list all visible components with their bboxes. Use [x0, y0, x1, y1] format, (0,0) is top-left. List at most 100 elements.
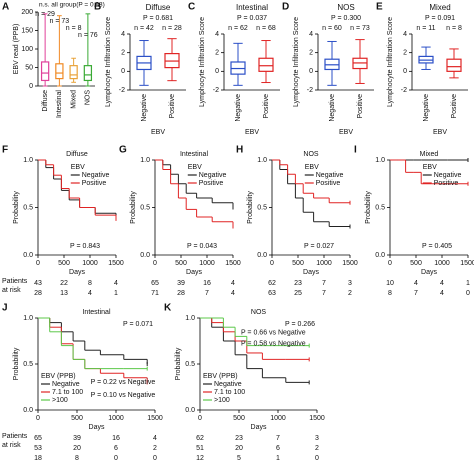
p-value: P = 0.027: [304, 243, 334, 250]
at-risk: 8: [75, 455, 79, 462]
x-tick-label: 500: [58, 260, 70, 267]
x-axis-label: Days: [251, 424, 267, 431]
at-risk: 22: [60, 280, 68, 287]
at-risk: 20: [73, 445, 81, 452]
panel-letter: A: [2, 2, 9, 13]
y-tick-label: 0.0: [257, 252, 267, 259]
at-risk: 7: [276, 435, 280, 442]
p-value: P = 0.043: [187, 243, 217, 250]
n-label: n = 73: [350, 25, 370, 32]
at-risk: 39: [73, 435, 81, 442]
y-tick-label: 1.0: [140, 157, 150, 164]
at-risk: 7: [322, 280, 326, 287]
legend-label: Negative: [52, 381, 80, 388]
p-value: P = 0.681: [143, 15, 173, 22]
y-tick-label: 0: [403, 68, 407, 75]
panel-letter: C: [188, 2, 195, 13]
at-risk: 13: [60, 290, 68, 297]
risk-label: Patients: [2, 433, 28, 440]
x-tick-label: Diffuse: [42, 90, 49, 112]
panel-title: Intestinal: [236, 3, 268, 12]
n-label: n = 8: [66, 25, 82, 32]
y-tick-label: 100: [21, 46, 33, 53]
at-risk: 18: [34, 455, 42, 462]
at-risk: 2: [315, 445, 319, 452]
panel-title: NOS: [303, 151, 319, 158]
at-risk: 62: [268, 280, 276, 287]
y-tick-label: -2: [119, 87, 125, 94]
risk-label: at risk: [2, 287, 21, 294]
at-risk: 4: [440, 290, 444, 297]
box: [446, 58, 462, 72]
x-tick-label: Negative: [423, 94, 430, 122]
p-value: P = 0.037: [237, 15, 267, 22]
y-axis-label: Probability: [130, 191, 137, 224]
x-tick-label: 1500: [309, 415, 325, 422]
n-label: n = 76: [78, 32, 98, 39]
y-tick-label: 1.0: [23, 157, 33, 164]
x-axis-label: Days: [186, 269, 202, 276]
panel-title: Intestinal: [180, 151, 208, 158]
panel-title: Mixed: [420, 151, 439, 158]
at-risk: 1: [276, 455, 280, 462]
y-axis-label: Lymphocyte Infiltration Score: [105, 17, 112, 107]
km-drop: [162, 160, 234, 227]
at-risk: 0: [315, 455, 319, 462]
at-risk: 1: [466, 280, 470, 287]
y-tick-label: 0: [309, 68, 313, 75]
n-label: n = 29: [35, 11, 55, 18]
y-axis-label: Probability: [175, 347, 182, 380]
x-tick-label: Positive: [357, 94, 364, 119]
risk-label: Patients: [2, 278, 28, 285]
x-tick-label: 0: [198, 415, 202, 422]
box: [83, 65, 93, 82]
at-risk: 63: [268, 290, 276, 297]
at-risk: 6: [114, 445, 118, 452]
at-risk: 4: [153, 435, 157, 442]
box: [40, 61, 50, 82]
x-tick-label: 1500: [147, 415, 163, 422]
at-risk: 65: [34, 435, 42, 442]
x-tick-label: Intestinal: [56, 90, 63, 118]
legend-label: >100: [52, 397, 68, 404]
at-risk: 2: [348, 290, 352, 297]
at-risk: 4: [414, 280, 418, 287]
y-tick-label: 4: [215, 31, 219, 38]
y-tick-label: 0.0: [185, 407, 195, 414]
y-axis-label: Probability: [247, 191, 254, 224]
legend-label: Negative: [214, 381, 242, 388]
p-value: P = 0.405: [422, 243, 452, 250]
x-tick-label: Mixed: [70, 90, 77, 109]
at-risk: 12: [196, 455, 204, 462]
x-tick-label: 1000: [199, 260, 215, 267]
x-tick-label: 1000: [82, 260, 98, 267]
at-risk: 7: [322, 290, 326, 297]
at-risk: 51: [196, 445, 204, 452]
p-value: P = 0.266: [285, 321, 315, 328]
x-tick-label: Negative: [141, 94, 148, 122]
y-tick-label: 0: [121, 68, 125, 75]
box: [55, 63, 64, 80]
note: P = 0.66 vs Negative: [241, 330, 306, 337]
x-tick-label: Negative: [329, 94, 336, 122]
x-tick-label: 1000: [434, 260, 450, 267]
legend-title: EBV (PPB): [41, 373, 76, 380]
y-tick-label: -2: [307, 87, 313, 94]
at-risk: 62: [196, 435, 204, 442]
panel-title: Intestinal: [82, 309, 110, 316]
legend-title: EBV: [305, 164, 319, 171]
panel-title: NOS: [337, 3, 354, 12]
y-tick-label: 2: [403, 50, 407, 57]
x-axis-label: Days: [89, 424, 105, 431]
at-risk: 28: [34, 290, 42, 297]
panel-letter: F: [2, 145, 8, 156]
km-drop: [45, 160, 117, 219]
at-risk: 6: [276, 445, 280, 452]
legend-label: >100: [214, 397, 230, 404]
panel-letter: K: [164, 303, 172, 314]
at-risk: 71: [151, 290, 159, 297]
n-label: n = 60: [322, 25, 342, 32]
y-tick-label: 2: [215, 50, 219, 57]
y-tick-label: 0.5: [140, 204, 150, 211]
y-tick-label: 200: [21, 9, 33, 16]
